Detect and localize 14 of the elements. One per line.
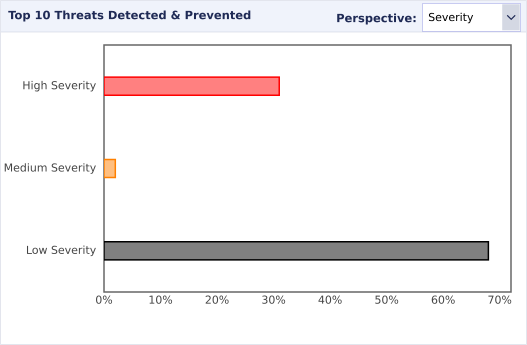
x-tick-label: 20% xyxy=(206,296,229,304)
x-tick-label: 40% xyxy=(318,296,342,304)
x-tick-label: 50% xyxy=(375,296,398,304)
y-tick-label: High Severity xyxy=(23,80,96,92)
x-tick-label: 70% xyxy=(488,296,512,304)
y-tick-label: Medium Severity xyxy=(4,163,96,174)
x-tick-label: 60% xyxy=(432,296,455,304)
x-tick-label: 30% xyxy=(262,296,286,304)
text: Perspective: xyxy=(337,13,416,25)
text: Severity xyxy=(428,12,474,24)
x-tick-label: 0% xyxy=(96,296,112,304)
y-tick-label: Low Severity xyxy=(26,246,96,256)
x-tick-label: 10% xyxy=(150,296,172,304)
chart-title: Top 10 Threats Detected & Prevented xyxy=(8,10,250,22)
